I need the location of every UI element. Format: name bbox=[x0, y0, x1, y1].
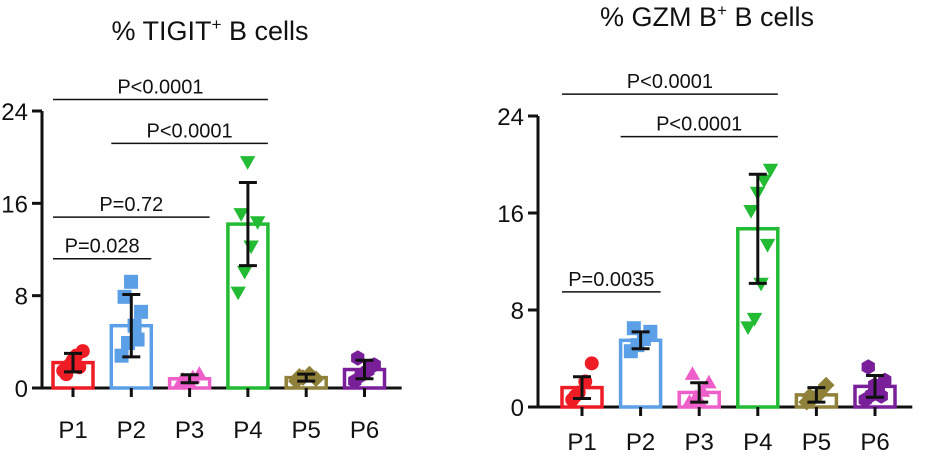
x-tick-label-p2: P2 bbox=[117, 417, 146, 444]
chart-title-suffix: B cells bbox=[727, 2, 814, 32]
data-point-p4 bbox=[230, 286, 246, 301]
data-point-p3 bbox=[684, 366, 701, 380]
data-point-p1 bbox=[584, 356, 599, 371]
data-point-p4 bbox=[239, 156, 256, 170]
data-point-p1 bbox=[59, 367, 74, 382]
data-point-p4 bbox=[756, 174, 772, 189]
comparison-label: P=0.72 bbox=[99, 194, 163, 216]
y-tick-label: 0 bbox=[511, 395, 524, 422]
data-point-p4 bbox=[233, 208, 249, 222]
data-point-p4 bbox=[249, 216, 266, 230]
x-tick-label-p6: P6 bbox=[350, 417, 379, 444]
comparison-label: P=0.0035 bbox=[568, 269, 654, 291]
x-tick-label-p6: P6 bbox=[860, 429, 889, 456]
x-tick-label-p5: P5 bbox=[292, 417, 321, 444]
y-tick-label: 16 bbox=[497, 201, 524, 228]
data-point-p6 bbox=[351, 350, 365, 366]
y-tick-label: 24 bbox=[1, 99, 28, 126]
x-tick-label-p3: P3 bbox=[685, 429, 714, 456]
data-point-p4 bbox=[762, 163, 779, 178]
x-tick-label-p1: P1 bbox=[567, 429, 596, 456]
data-point-p2 bbox=[114, 348, 129, 363]
x-tick-label-p4: P4 bbox=[743, 429, 772, 456]
x-tick-label-p5: P5 bbox=[802, 429, 831, 456]
gzmb-chart: % GZM B+ B cells 0 8 16 24 P1 P2 P3 P4 P5 P6 P<0.00… bbox=[497, 1, 913, 456]
data-point-p6 bbox=[364, 358, 378, 374]
data-point-p5 bbox=[307, 370, 325, 388]
chart-title-superscript: + bbox=[717, 1, 727, 20]
data-point-p3 bbox=[191, 366, 208, 380]
y-tick-label: 8 bbox=[15, 284, 28, 311]
data-point-p4 bbox=[759, 238, 776, 253]
chart-title-superscript: + bbox=[212, 15, 222, 34]
chart-title: % TIGIT+ B cells bbox=[112, 15, 309, 46]
data-point-p2 bbox=[117, 289, 132, 304]
data-point-p6 bbox=[861, 359, 875, 375]
tigit-chart: % TIGIT+ B cells 0 8 16 24 P1 P2 P3 P4 P5 P6 P<0.00… bbox=[1, 15, 402, 444]
chart-title-main: % TIGIT bbox=[112, 16, 212, 46]
data-point-p2 bbox=[127, 318, 142, 333]
data-point-p5 bbox=[801, 387, 819, 405]
data-point-p1 bbox=[568, 389, 583, 404]
comparison-label: P=0.028 bbox=[65, 236, 140, 258]
data-point-p5 bbox=[817, 376, 835, 394]
x-tick-label-p2: P2 bbox=[626, 429, 655, 456]
comparison-label: P<0.0001 bbox=[117, 76, 203, 98]
x-tick-label-p3: P3 bbox=[175, 417, 204, 444]
data-point-p2 bbox=[124, 274, 139, 289]
chart-title-suffix: B cells bbox=[221, 16, 308, 46]
x-tick-label-p1: P1 bbox=[58, 417, 87, 444]
comparison-label: P<0.0001 bbox=[146, 120, 232, 142]
data-point-p4 bbox=[743, 204, 759, 219]
data-point-p2 bbox=[130, 332, 145, 347]
x-tick-label-p4: P4 bbox=[233, 417, 262, 444]
data-point-p2 bbox=[643, 324, 658, 339]
chart-title: % GZM B+ B cells bbox=[600, 1, 814, 32]
data-point-p2 bbox=[134, 304, 149, 319]
data-point-p3 bbox=[701, 374, 717, 389]
chart-title-main: % GZM B bbox=[600, 2, 717, 32]
comparison-label: P<0.0001 bbox=[627, 71, 713, 93]
y-tick-label: 8 bbox=[511, 298, 524, 325]
y-tick-label: 16 bbox=[1, 191, 28, 218]
y-tick-label: 24 bbox=[497, 104, 524, 131]
data-point-p4 bbox=[236, 265, 253, 280]
data-point-p4 bbox=[740, 321, 756, 336]
data-point-p4 bbox=[746, 312, 763, 327]
comparison-label: P<0.0001 bbox=[656, 114, 742, 136]
y-tick-label: 0 bbox=[15, 376, 28, 403]
